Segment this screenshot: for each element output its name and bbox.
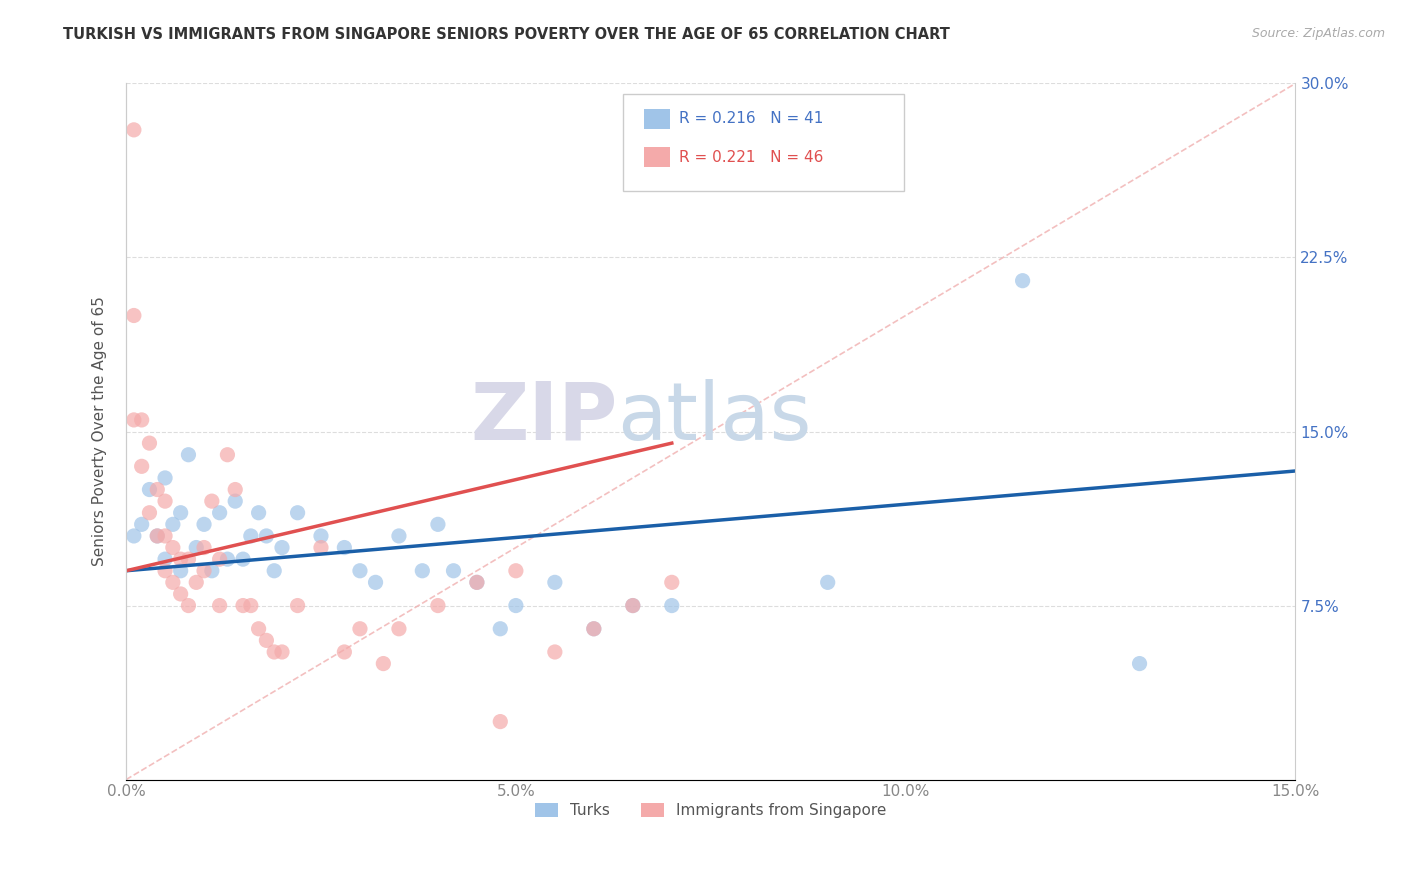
- Point: [271, 645, 294, 659]
- Point: [263, 645, 285, 659]
- Point: [122, 529, 145, 543]
- Point: [333, 541, 356, 555]
- Point: [505, 564, 527, 578]
- Legend: Turks, Immigrants from Singapore: Turks, Immigrants from Singapore: [529, 797, 893, 824]
- Point: [177, 552, 200, 566]
- Point: [153, 552, 176, 566]
- Point: [411, 564, 433, 578]
- Point: [201, 494, 224, 508]
- Bar: [644, 147, 669, 167]
- Point: [122, 413, 145, 427]
- Text: R = 0.216   N = 41: R = 0.216 N = 41: [679, 112, 824, 127]
- Point: [254, 529, 277, 543]
- Point: [621, 599, 644, 613]
- Point: [193, 517, 215, 532]
- Point: [661, 599, 683, 613]
- Point: [224, 494, 246, 508]
- Point: [621, 599, 644, 613]
- Point: [287, 506, 309, 520]
- Point: [138, 483, 160, 497]
- Point: [162, 541, 184, 555]
- Point: [153, 529, 176, 543]
- Point: [443, 564, 465, 578]
- Point: [247, 506, 270, 520]
- Bar: [644, 109, 669, 128]
- Point: [122, 123, 145, 137]
- Point: [254, 633, 277, 648]
- Point: [582, 622, 605, 636]
- Point: [177, 448, 200, 462]
- Point: [388, 529, 411, 543]
- Point: [169, 587, 191, 601]
- Point: [373, 657, 395, 671]
- Point: [208, 552, 231, 566]
- Point: [131, 413, 153, 427]
- Point: [1011, 274, 1033, 288]
- Point: [146, 483, 169, 497]
- Point: [232, 599, 254, 613]
- Point: [186, 541, 208, 555]
- Point: [162, 575, 184, 590]
- Point: [169, 564, 191, 578]
- Point: [208, 599, 231, 613]
- Point: [364, 575, 387, 590]
- Point: [247, 622, 270, 636]
- Point: [169, 506, 191, 520]
- Point: [661, 575, 683, 590]
- Point: [146, 529, 169, 543]
- Point: [309, 541, 332, 555]
- Text: atlas: atlas: [617, 378, 811, 457]
- Point: [426, 599, 449, 613]
- Point: [388, 622, 411, 636]
- Point: [239, 529, 262, 543]
- Point: [193, 564, 215, 578]
- Point: [426, 517, 449, 532]
- Point: [582, 622, 605, 636]
- Point: [131, 517, 153, 532]
- Point: [201, 564, 224, 578]
- Point: [153, 494, 176, 508]
- FancyBboxPatch shape: [623, 94, 904, 192]
- Point: [217, 552, 239, 566]
- Text: TURKISH VS IMMIGRANTS FROM SINGAPORE SENIORS POVERTY OVER THE AGE OF 65 CORRELAT: TURKISH VS IMMIGRANTS FROM SINGAPORE SEN…: [63, 27, 950, 42]
- Point: [333, 645, 356, 659]
- Point: [138, 506, 160, 520]
- Point: [263, 564, 285, 578]
- Point: [817, 575, 839, 590]
- Point: [349, 564, 371, 578]
- Point: [505, 599, 527, 613]
- Point: [309, 529, 332, 543]
- Point: [239, 599, 262, 613]
- Point: [287, 599, 309, 613]
- Point: [153, 564, 176, 578]
- Point: [544, 645, 567, 659]
- Text: Source: ZipAtlas.com: Source: ZipAtlas.com: [1251, 27, 1385, 40]
- Point: [153, 471, 176, 485]
- Point: [186, 575, 208, 590]
- Point: [193, 541, 215, 555]
- Point: [465, 575, 488, 590]
- Point: [489, 622, 512, 636]
- Point: [489, 714, 512, 729]
- Point: [131, 459, 153, 474]
- Point: [177, 599, 200, 613]
- Point: [169, 552, 191, 566]
- Text: R = 0.221   N = 46: R = 0.221 N = 46: [679, 150, 824, 165]
- Point: [217, 448, 239, 462]
- Point: [232, 552, 254, 566]
- Point: [1128, 657, 1150, 671]
- Point: [349, 622, 371, 636]
- Point: [465, 575, 488, 590]
- Point: [271, 541, 294, 555]
- Point: [122, 309, 145, 323]
- Text: ZIP: ZIP: [470, 378, 617, 457]
- Point: [208, 506, 231, 520]
- Y-axis label: Seniors Poverty Over the Age of 65: Seniors Poverty Over the Age of 65: [93, 296, 107, 566]
- Point: [544, 575, 567, 590]
- Point: [224, 483, 246, 497]
- Point: [146, 529, 169, 543]
- Point: [162, 517, 184, 532]
- Point: [138, 436, 160, 450]
